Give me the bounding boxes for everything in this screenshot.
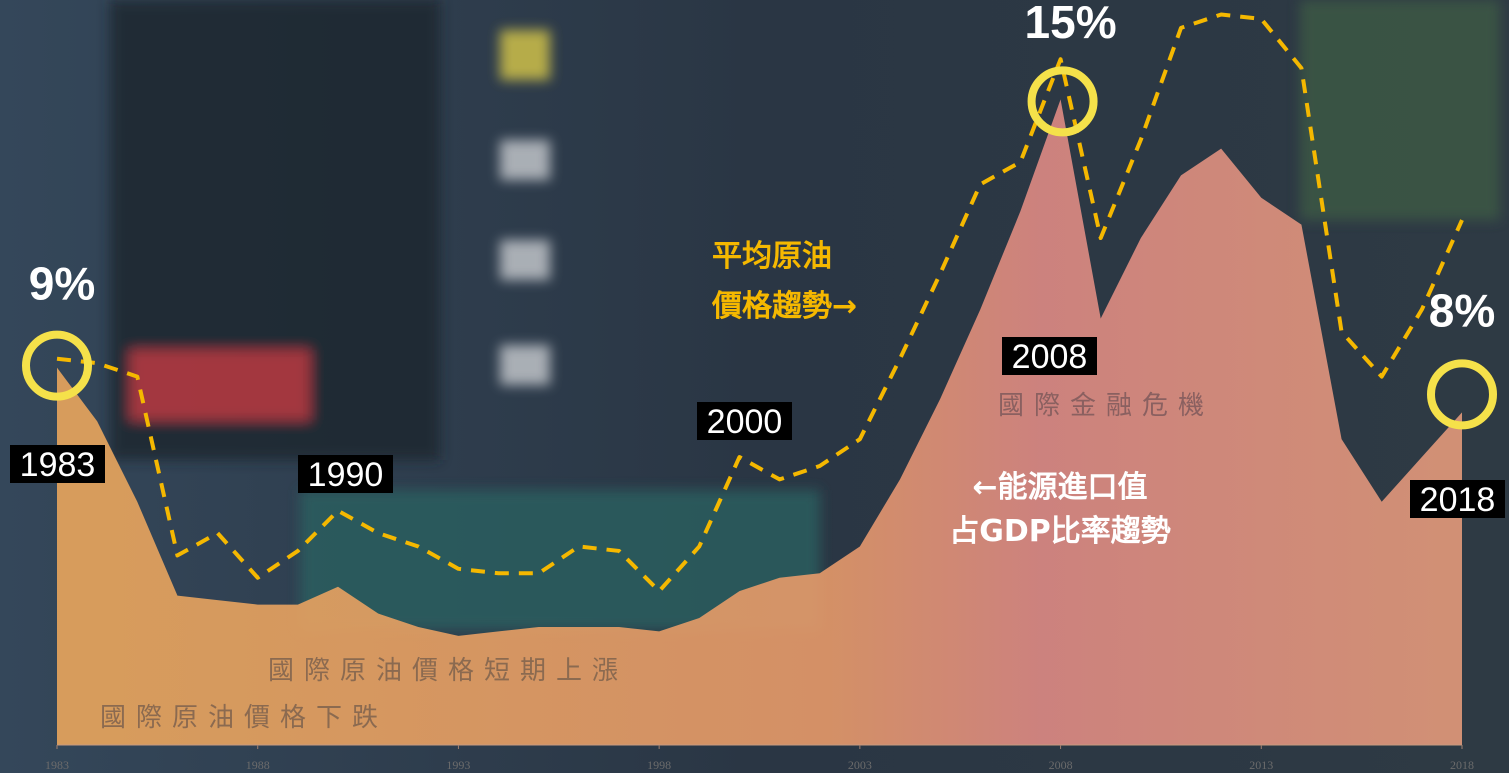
year-callout: 1983 xyxy=(20,446,96,484)
x-tick-label: 1998 xyxy=(647,758,671,772)
x-tick-label: 1993 xyxy=(446,758,470,772)
x-tick-label: 1983 xyxy=(45,758,69,772)
x-tick-label: 2018 xyxy=(1450,758,1474,772)
value-label: 15% xyxy=(1025,0,1117,48)
value-label: 8% xyxy=(1429,284,1495,336)
year-callout: 2008 xyxy=(1012,338,1088,376)
x-tick-label: 2008 xyxy=(1049,758,1073,772)
year-callout: 2000 xyxy=(707,403,783,441)
annotation: 國際原油價格短期上漲 xyxy=(268,656,628,686)
line-series-label: 平均原油 價格趨勢→ xyxy=(712,232,857,332)
x-tick-label: 2013 xyxy=(1249,758,1273,772)
year-callout: 1990 xyxy=(308,456,384,494)
year-callout: 2018 xyxy=(1420,481,1496,519)
page: {"chart_data": {"type": "area-line", "x"… xyxy=(0,0,1509,773)
chart: 1983 1988 1993 1998 2003 2008 2013 2018 9% 15% 8% 1… xyxy=(0,0,1509,773)
x-tick-label: 1988 xyxy=(246,758,270,772)
annotation: 國際原油價格下跌 xyxy=(100,703,388,733)
area-series-label: ←能源進口值 占GDP比率趨勢 xyxy=(895,466,1225,554)
value-label: 9% xyxy=(29,258,95,310)
x-tick-label: 2003 xyxy=(848,758,872,772)
annotation: 國際金融危機 xyxy=(998,391,1214,421)
